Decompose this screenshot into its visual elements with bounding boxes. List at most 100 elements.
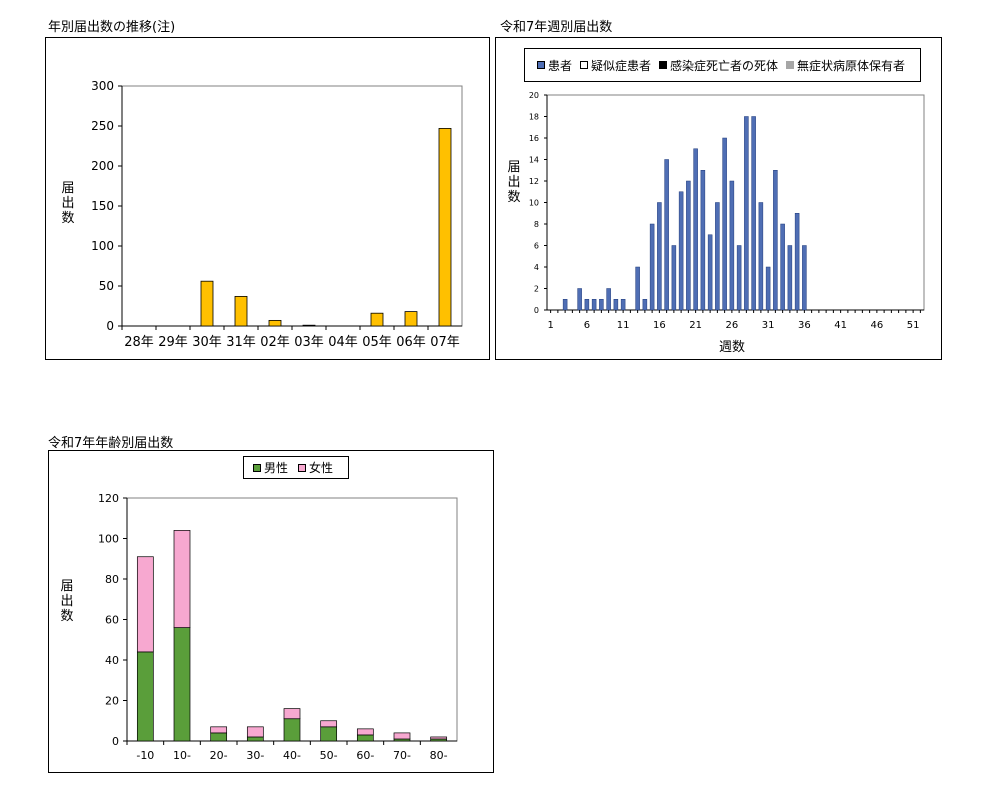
bar [787,245,793,311]
x-tick-label: 03年 [294,335,324,350]
bar [577,288,582,311]
age-bar-chart: 0 20 40 60 80 100 120 -10 10- 20- 30- 40- 50- 60- 70- 8… [98,492,458,762]
x-tick-label: 6 [584,320,590,331]
weekly-chart-title: 令和7年週別届出数 [500,20,613,35]
y-tick-label: 10 [529,199,539,208]
bar [599,299,604,311]
bar [729,180,735,311]
x-tick-label: 50- [320,749,338,762]
bar [765,266,771,311]
legend-item-patient: 患者 [537,57,572,74]
y-tick-label: 20 [529,91,539,100]
x-tick-label: 40- [283,749,301,762]
x-tick-label: 60- [356,749,374,762]
y-tick-label: 100 [91,239,114,253]
bar-segment [210,726,228,734]
bar [722,137,727,311]
legend-label-asymptomatic: 無症状病原体保有者 [797,58,906,73]
bar [693,148,698,311]
bar-segment [210,732,228,742]
y-tick-label: 6 [534,242,539,251]
bar [678,191,684,311]
x-tick-label: 11 [617,320,630,331]
y-tick-label: 200 [91,159,114,173]
bar-segment [356,734,374,742]
bar-segment [320,720,338,728]
bar [584,299,590,311]
bar [635,266,640,311]
bar-segment [173,627,191,742]
bar-segment [246,726,264,738]
bar [642,299,648,311]
legend-swatch-male [253,463,261,472]
x-tick-label: 21 [689,320,702,331]
bar-segment [393,732,411,740]
y-tick-label: 0 [112,735,119,748]
y-tick-label: 120 [98,492,119,505]
bar [591,299,597,311]
legend-item-female: 女性 [298,459,333,476]
y-tick-label: 60 [105,614,119,627]
x-tick-label: 31 [762,320,775,331]
plot-area [546,94,925,311]
legend-item-suspected: 疑似症患者 [580,57,651,74]
bar [773,170,778,311]
x-tick-label: 30- [246,749,264,762]
legend-label-deceased: 感染症死亡者の死体 [670,58,779,73]
y-tick-label: 250 [91,119,114,133]
bar [620,299,626,311]
plot-area [121,85,463,327]
legend-swatch-deceased [659,61,668,69]
y-tick-label: 16 [529,134,539,143]
y-tick-label: 12 [529,177,539,186]
bar [268,319,282,327]
x-tick-label: -10 [136,749,154,762]
x-tick-label: 02年 [260,335,290,350]
bar [780,223,785,311]
x-tick-label: 30年 [192,335,222,350]
bar [700,170,706,311]
bar [664,159,669,311]
x-tick-label: 06年 [396,335,426,350]
bar [707,234,713,311]
y-tick-label: 300 [91,79,114,93]
x-tick-label: 20- [210,749,228,762]
y-tick-label: 0 [106,319,114,333]
age-y-axis-label: 届 出 数 [60,579,74,624]
legend-item-asymptomatic: 無症状病原体保有者 [786,57,905,74]
y-tick-label: 2 [534,285,539,294]
legend-item-male: 男性 [253,459,288,476]
age-chart-title: 令和7年年齢別届出数 [48,436,174,451]
bar [404,311,418,327]
weekly-legend: 患者 疑似症患者 感染症死亡者の死体 無症状病原体保有者 [524,48,921,82]
x-tick-label: 46 [871,320,884,331]
bar-segment [320,726,338,742]
bar [715,202,720,311]
legend-label-patient: 患者 [548,58,573,73]
legend-swatch-female [298,463,307,472]
y-tick-label: 8 [534,220,539,229]
bar [649,223,655,311]
age-chart-frame: 男性 女性 届 出 数 0 20 40 60 80 100 120 -10 10- 20- 30- 4… [48,450,494,773]
bar-segment [173,530,191,628]
y-tick-label: 20 [105,695,119,708]
x-tick-label: 80- [430,749,448,762]
bar [370,312,384,327]
x-tick-label: 16 [653,320,666,331]
bar [234,295,248,327]
y-tick-label: 150 [91,199,114,213]
y-tick-label: 50 [99,279,114,293]
x-tick-label: 70- [393,749,411,762]
legend-swatch-patient [537,61,545,69]
legend-item-deceased: 感染症死亡者の死体 [659,57,778,74]
legend-label-male: 男性 [264,461,289,475]
x-tick-label: 36 [798,320,811,331]
bar [758,202,764,311]
bar [302,324,316,327]
annual-chart-title: 年別届出数の推移(注) [48,20,176,35]
annual-chart-frame: 届 出 数 0 50 100 150 200 250 300 28年 29年 30年 31年 02年 0… [45,37,490,360]
annual-y-axis-label: 届 出 数 [61,181,75,226]
bar-segment [356,728,374,736]
x-tick-label: 41 [834,320,847,331]
